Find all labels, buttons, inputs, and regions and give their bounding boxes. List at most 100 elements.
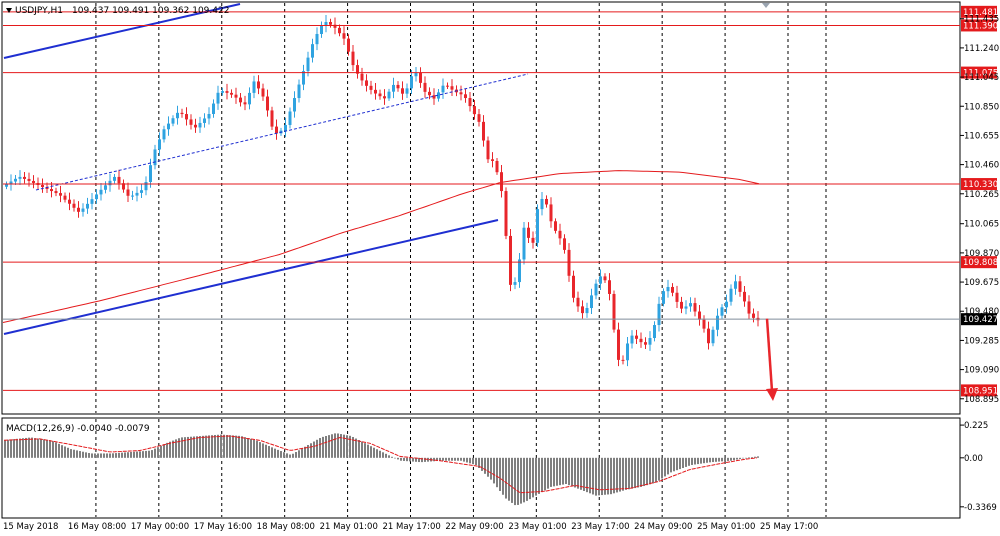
macd-histogram-bar [532, 457, 534, 498]
candle-body [401, 88, 404, 94]
macd-histogram-bar [34, 438, 36, 458]
macd-histogram-bar [277, 449, 279, 458]
price-tick-label: 110.065 [964, 220, 999, 230]
macd-histogram-bar [337, 433, 339, 458]
candle-body [648, 338, 652, 345]
macd-histogram-bar [28, 437, 30, 458]
macd-histogram-bar [106, 453, 108, 458]
macd-histogram-bar [268, 446, 270, 458]
macd-histogram-bar [115, 453, 117, 458]
macd-histogram-bar [187, 436, 189, 458]
candle-body [419, 72, 422, 83]
price-tick-label: 109.090 [964, 366, 999, 376]
candle-body [734, 281, 737, 289]
macd-histogram-bar [694, 457, 696, 465]
candle-body [225, 91, 229, 93]
candle-body [446, 85, 449, 87]
lower-trend-line[interactable] [3, 219, 499, 335]
candle-body [50, 189, 53, 192]
macd-histogram-bar [340, 434, 342, 458]
candle-body [54, 191, 58, 194]
macd-indicator [3, 433, 759, 506]
macd-histogram-bar [64, 446, 66, 458]
candle-body [405, 88, 409, 94]
forecast-arrow-head [766, 388, 778, 402]
candle-body [180, 112, 184, 115]
candle-body [234, 94, 238, 98]
candle-body [369, 85, 373, 90]
upper-trend-line[interactable] [3, 3, 241, 59]
candle-body [131, 195, 134, 197]
macd-histogram-bar [55, 442, 57, 458]
dashed-channel-line[interactable] [35, 73, 529, 191]
candle-body [738, 281, 742, 292]
macd-histogram-bar [622, 457, 624, 491]
candle-body [126, 189, 130, 196]
macd-histogram-bar [283, 452, 285, 458]
moving-average [2, 170, 760, 323]
macd-histogram-bar [199, 436, 201, 458]
macd-histogram-bar [511, 457, 513, 503]
candle-body [410, 76, 413, 89]
macd-histogram-bar [757, 456, 759, 458]
macd-histogram-bar [703, 457, 705, 464]
macd-histogram-bar [205, 435, 207, 458]
time-label: 23 May 17:00 [571, 522, 629, 532]
candle-body [486, 140, 490, 160]
macd-histogram-bar [715, 457, 717, 462]
candle-body [171, 118, 175, 124]
price-tick-label: 110.655 [964, 131, 999, 141]
candle-body [23, 176, 26, 179]
candle-body [666, 286, 670, 292]
macd-histogram-bar [475, 457, 477, 466]
macd-histogram-bar [256, 440, 258, 458]
candle-body [167, 123, 170, 130]
macd-histogram-bar [154, 448, 156, 458]
candle-body [383, 96, 386, 99]
macd-histogram-bar [691, 457, 693, 465]
shift-marker-icon[interactable] [762, 3, 770, 8]
time-label: 24 May 09:00 [634, 522, 692, 532]
macd-histogram-bar [109, 453, 111, 458]
macd-histogram-bar [631, 457, 633, 489]
candle-body [698, 311, 701, 320]
candle-body [189, 119, 193, 125]
candle-body [288, 111, 292, 125]
candle-body [477, 114, 481, 122]
candle-body [162, 129, 166, 140]
symbol-dropdown-icon[interactable] [6, 8, 12, 13]
candle-body [14, 178, 17, 182]
macd-histogram-bar [673, 457, 675, 472]
candle-body [311, 44, 314, 58]
macd-histogram-bar [541, 457, 543, 493]
macd-histogram-bar [613, 457, 615, 494]
macd-histogram-bar [181, 437, 183, 458]
candle-body [347, 38, 350, 52]
price-level-tag [961, 178, 997, 191]
candle-body [495, 160, 499, 173]
candle-body [86, 203, 89, 209]
macd-tick-label: 0.00 [964, 454, 983, 464]
macd-histogram-bar [241, 436, 243, 458]
candle-body [653, 325, 656, 339]
price-level-label: 111.075 [963, 69, 998, 79]
candle-body [320, 25, 323, 34]
macd-histogram-bar [265, 444, 267, 458]
forecast-arrow-shaft [765, 318, 774, 392]
time-label: 15 May 2018 [3, 522, 58, 532]
candle-body [482, 121, 485, 141]
macd-histogram-bar [298, 450, 300, 458]
macd-histogram-bar [415, 457, 417, 462]
macd-histogram-bar [424, 457, 426, 462]
candle-body [144, 182, 148, 191]
price-level-tag [961, 19, 997, 32]
price-level-tag [961, 384, 997, 397]
macd-histogram-bar [139, 451, 141, 458]
macd-histogram-bar [700, 457, 702, 464]
candle-body [45, 187, 49, 190]
macd-histogram-bar [499, 457, 501, 491]
macd-histogram-bar [79, 451, 81, 458]
time-label: 17 May 00:00 [131, 522, 189, 532]
time-label: 25 May 01:00 [697, 522, 755, 532]
